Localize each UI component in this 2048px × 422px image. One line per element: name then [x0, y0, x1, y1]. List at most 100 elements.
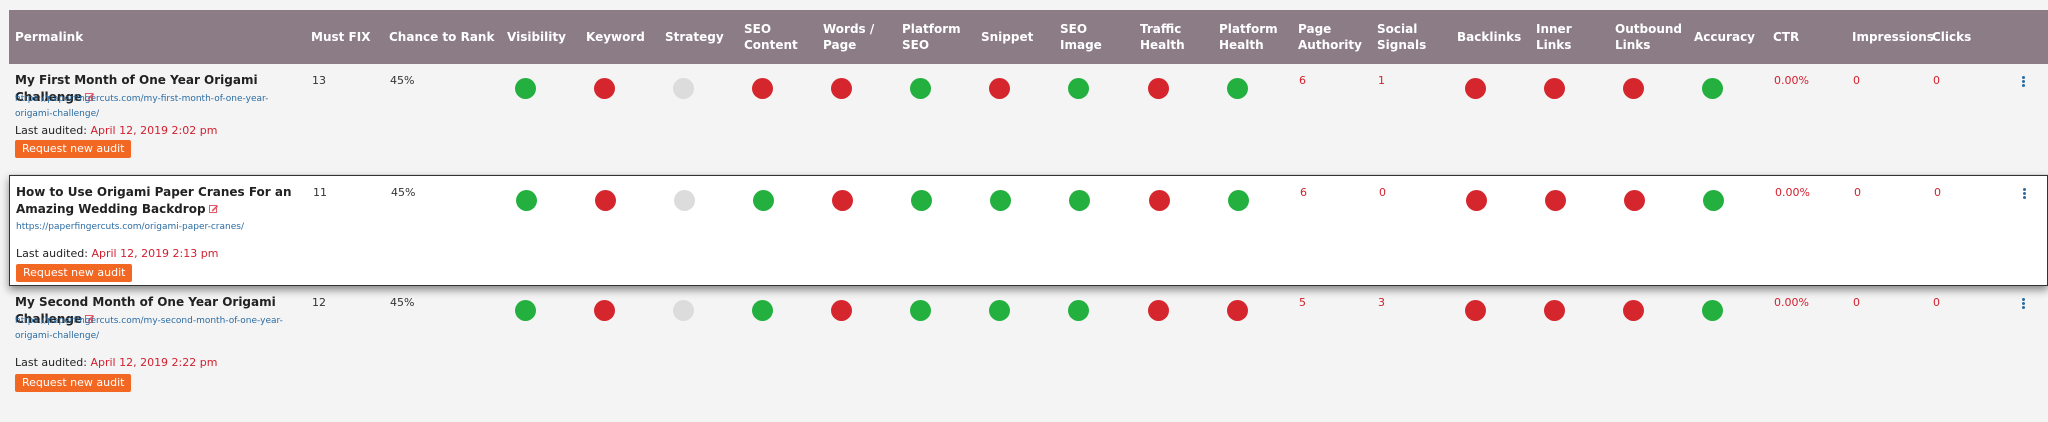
- column-header-accuracy[interactable]: Accuracy: [1688, 10, 1767, 64]
- status-dot-platform-health[interactable]: [1227, 300, 1248, 321]
- status-dot-keyword[interactable]: [594, 78, 615, 99]
- last-audited-date: April 12, 2019 2:13 pm: [91, 247, 219, 260]
- column-header-label: SEO Content: [744, 22, 798, 52]
- status-dot-inner-links[interactable]: [1545, 190, 1566, 211]
- column-header-must-fix[interactable]: Must FIX: [305, 10, 383, 64]
- column-header-seo-image[interactable]: SEO Image: [1054, 10, 1134, 64]
- status-dot-words-page[interactable]: [831, 300, 852, 321]
- column-header-snippet[interactable]: Snippet: [975, 10, 1054, 64]
- status-dot-snippet[interactable]: [990, 190, 1011, 211]
- audit-table: Permalink Must FIX Chance to Rank Visibilit…: [9, 10, 2048, 411]
- status-dot-visibility[interactable]: [516, 190, 537, 211]
- edit-icon[interactable]: [85, 314, 95, 324]
- status-dot-snippet[interactable]: [989, 78, 1010, 99]
- column-header-platform-health[interactable]: Platform Health: [1213, 10, 1292, 64]
- status-dot-seo-content[interactable]: [753, 190, 774, 211]
- status-dot-seo-image[interactable]: [1068, 300, 1089, 321]
- column-header-keyword[interactable]: Keyword: [580, 10, 659, 64]
- request-new-audit-button[interactable]: Request new audit: [16, 264, 133, 282]
- permalink-title[interactable]: How to Use Origami Paper Cranes For an A…: [16, 184, 301, 218]
- status-dot-visibility[interactable]: [515, 300, 536, 321]
- ctr-value: 0.00%: [1774, 296, 1809, 309]
- status-dot-accuracy[interactable]: [1703, 190, 1724, 211]
- clicks-value: 0: [1933, 296, 1940, 309]
- status-dot-words-page[interactable]: [831, 78, 852, 99]
- column-header-visibility[interactable]: Visibility: [501, 10, 580, 64]
- permalink-url[interactable]: https://paperfingercuts.com/my-second-mo…: [15, 316, 283, 341]
- last-audited: Last audited: April 12, 2019 2:13 pm: [16, 247, 218, 261]
- column-header-chance-to-rank[interactable]: Chance to Rank: [383, 10, 501, 64]
- status-dot-platform-health[interactable]: [1228, 190, 1249, 211]
- status-dot-seo-content[interactable]: [752, 78, 773, 99]
- impressions-value: 0: [1853, 296, 1860, 309]
- column-header-label: Platform Health: [1219, 22, 1278, 52]
- more-vertical-icon[interactable]: [2022, 298, 2026, 310]
- more-vertical-icon[interactable]: [2022, 76, 2026, 88]
- column-header-label: Chance to Rank: [389, 30, 495, 44]
- status-dot-outbound-links[interactable]: [1624, 190, 1645, 211]
- column-header-strategy[interactable]: Strategy: [659, 10, 738, 64]
- status-dot-traffic-health[interactable]: [1148, 300, 1169, 321]
- column-header-label: Snippet: [981, 30, 1034, 44]
- more-vertical-icon[interactable]: [2023, 188, 2027, 200]
- status-dot-traffic-health[interactable]: [1149, 190, 1170, 211]
- status-dot-platform-seo[interactable]: [910, 78, 931, 99]
- status-dot-backlinks[interactable]: [1465, 78, 1486, 99]
- status-dot-accuracy[interactable]: [1702, 300, 1723, 321]
- permalink-url[interactable]: https://paperfingercuts.com/origami-pape…: [16, 222, 244, 232]
- ctr-value: 0.00%: [1774, 74, 1809, 87]
- status-dot-platform-health[interactable]: [1227, 78, 1248, 99]
- status-dot-outbound-links[interactable]: [1623, 300, 1644, 321]
- status-dot-strategy[interactable]: [673, 78, 694, 99]
- column-header-ctr[interactable]: CTR: [1767, 10, 1846, 64]
- column-header-label: Impressions: [1852, 30, 1934, 44]
- status-dot-snippet[interactable]: [989, 300, 1010, 321]
- request-new-audit-button[interactable]: Request new audit: [15, 140, 132, 158]
- status-dot-inner-links[interactable]: [1544, 78, 1565, 99]
- edit-icon[interactable]: [208, 204, 219, 214]
- table-row[interactable]: How to Use Origami Paper Cranes For an A…: [9, 175, 2048, 286]
- column-header-traffic-health[interactable]: Traffic Health: [1134, 10, 1213, 64]
- column-header-clicks[interactable]: Clicks: [1926, 10, 2048, 64]
- column-header-seo-content[interactable]: SEO Content: [738, 10, 817, 64]
- status-dot-visibility[interactable]: [515, 78, 536, 99]
- status-dot-strategy[interactable]: [674, 190, 695, 211]
- column-header-permalink[interactable]: Permalink: [9, 10, 305, 64]
- column-header-label: Strategy: [665, 30, 724, 44]
- permalink-title[interactable]: My Second Month of One Year Origami Chal…: [15, 294, 300, 328]
- column-header-social-signals[interactable]: Social Signals: [1371, 10, 1451, 64]
- column-header-inner-links[interactable]: Inner Links: [1530, 10, 1609, 64]
- column-header-page-authority[interactable]: Page Authority: [1292, 10, 1371, 64]
- table-row[interactable]: My First Month of One Year Origami Chall…: [9, 64, 2048, 175]
- status-dot-inner-links[interactable]: [1544, 300, 1565, 321]
- column-header-outbound-links[interactable]: Outbound Links: [1609, 10, 1688, 64]
- permalink-url[interactable]: https://paperfingercuts.com/my-first-mon…: [15, 94, 269, 119]
- status-dot-keyword[interactable]: [595, 190, 616, 211]
- column-header-words-page[interactable]: Words / Page: [817, 10, 896, 64]
- permalink-title-text: My First Month of One Year Origami Chall…: [15, 73, 258, 104]
- table-header: Permalink Must FIX Chance to Rank Visibilit…: [9, 10, 2048, 64]
- status-dot-seo-content[interactable]: [752, 300, 773, 321]
- column-header-label: Words / Page: [823, 22, 875, 52]
- table-row[interactable]: My Second Month of One Year Origami Chal…: [9, 286, 2048, 411]
- status-dot-backlinks[interactable]: [1465, 300, 1486, 321]
- status-dot-platform-seo[interactable]: [910, 300, 931, 321]
- status-dot-keyword[interactable]: [594, 300, 615, 321]
- status-dot-traffic-health[interactable]: [1148, 78, 1169, 99]
- status-dot-seo-image[interactable]: [1068, 78, 1089, 99]
- status-dot-outbound-links[interactable]: [1623, 78, 1644, 99]
- status-dot-seo-image[interactable]: [1069, 190, 1090, 211]
- impressions-value: 0: [1853, 74, 1860, 87]
- permalink-title[interactable]: My First Month of One Year Origami Chall…: [15, 72, 300, 106]
- edit-icon[interactable]: [85, 92, 95, 102]
- status-dot-platform-seo[interactable]: [911, 190, 932, 211]
- column-header-impressions[interactable]: Impressions: [1846, 10, 1934, 64]
- status-dot-accuracy[interactable]: [1702, 78, 1723, 99]
- page-authority-value: 6: [1300, 186, 1307, 199]
- status-dot-words-page[interactable]: [832, 190, 853, 211]
- column-header-platform-seo[interactable]: Platform SEO: [896, 10, 975, 64]
- status-dot-strategy[interactable]: [673, 300, 694, 321]
- status-dot-backlinks[interactable]: [1466, 190, 1487, 211]
- column-header-backlinks[interactable]: Backlinks: [1451, 10, 1530, 64]
- request-new-audit-button[interactable]: Request new audit: [15, 374, 132, 392]
